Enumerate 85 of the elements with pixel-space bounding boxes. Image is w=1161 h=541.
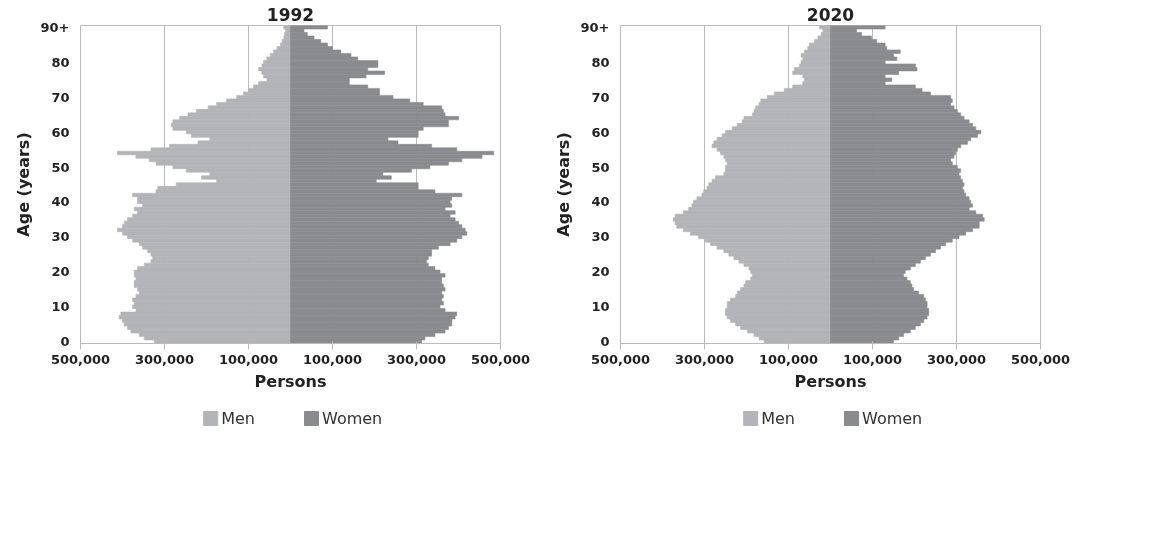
y-tick-label: 60 xyxy=(51,124,70,140)
x-tick-label: 300,000 xyxy=(674,351,735,367)
x-tick-label: 500,000 xyxy=(50,351,111,367)
bar xyxy=(830,189,965,194)
x-tick-label: 100,000 xyxy=(758,351,819,367)
legend-label: Women xyxy=(862,409,923,428)
bar xyxy=(127,325,291,330)
bar xyxy=(830,224,980,229)
x-axis-title: Persons xyxy=(794,371,867,391)
y-tick-label: 40 xyxy=(591,194,610,210)
bar xyxy=(736,290,831,295)
y-axis-title: Age (years) xyxy=(13,132,33,237)
y-tick-label: 0 xyxy=(60,334,70,350)
bar xyxy=(290,311,458,316)
bar xyxy=(830,63,916,68)
bar xyxy=(676,224,831,229)
bar xyxy=(290,175,392,180)
y-tick-label: 80 xyxy=(51,54,70,70)
legend-label: Men xyxy=(761,409,795,428)
bar xyxy=(830,56,898,61)
y-tick-label: 30 xyxy=(591,229,610,245)
x-tick-label: 100,000 xyxy=(302,351,363,367)
bar xyxy=(830,175,961,180)
legend-label: Men xyxy=(221,409,255,428)
bar xyxy=(127,217,291,222)
bar xyxy=(830,217,985,222)
bar xyxy=(290,210,456,215)
bar xyxy=(730,297,831,302)
y-tick-label: 40 xyxy=(51,194,70,210)
y-tick-label: 30 xyxy=(51,229,70,245)
x-tick-label: 500,000 xyxy=(1010,351,1071,367)
x-axis-title: Persons xyxy=(254,371,327,391)
chart-title: 1992 xyxy=(266,4,315,25)
y-tick-label: 20 xyxy=(51,264,70,280)
bar xyxy=(730,318,831,323)
y-tick-label: 50 xyxy=(51,159,70,175)
bar xyxy=(120,311,291,316)
bar xyxy=(122,318,291,323)
x-tick-label: 100,000 xyxy=(842,351,903,367)
chart-title: 2020 xyxy=(806,4,855,25)
bar xyxy=(290,290,442,295)
bar xyxy=(830,182,965,187)
bar xyxy=(715,175,831,180)
y-tick-label: 80 xyxy=(591,54,610,70)
bar xyxy=(290,70,385,75)
y-tick-label: 70 xyxy=(591,89,610,105)
bar xyxy=(290,325,449,330)
bar xyxy=(290,105,442,110)
bar xyxy=(830,119,970,124)
y-tick-label: 90+ xyxy=(40,19,70,35)
legend-label: Women xyxy=(322,409,383,428)
bar xyxy=(830,105,955,110)
x-tick-label: 300,000 xyxy=(134,351,195,367)
bar xyxy=(830,49,901,54)
bar xyxy=(290,339,422,344)
bar xyxy=(133,269,291,274)
bar xyxy=(290,276,442,281)
y-tick-label: 90+ xyxy=(580,19,610,35)
bar xyxy=(708,182,831,187)
bar xyxy=(830,140,968,145)
bar xyxy=(760,98,831,103)
bar xyxy=(809,42,831,47)
bar xyxy=(290,182,419,187)
x-tick-label: 300,000 xyxy=(926,351,987,367)
bar xyxy=(830,276,908,281)
bar xyxy=(266,56,291,61)
y-tick-label: 0 xyxy=(600,334,610,350)
bar xyxy=(290,231,468,236)
bar xyxy=(201,175,291,180)
y-tick-label: 70 xyxy=(51,89,70,105)
y-tick-label: 50 xyxy=(591,159,610,175)
x-tick-label: 100,000 xyxy=(218,351,279,367)
y-axis-title: Age (years) xyxy=(553,132,573,237)
x-tick-label: 500,000 xyxy=(470,351,531,367)
bar xyxy=(172,119,291,124)
y-tick-label: 10 xyxy=(591,299,610,315)
y-tick-label: 10 xyxy=(51,299,70,315)
x-tick-label: 500,000 xyxy=(590,351,651,367)
bar xyxy=(830,42,886,47)
y-tick-label: 60 xyxy=(591,124,610,140)
bar xyxy=(830,133,978,138)
bar xyxy=(290,203,453,208)
x-tick-label: 300,000 xyxy=(386,351,447,367)
y-tick-label: 20 xyxy=(591,264,610,280)
bar xyxy=(830,77,893,82)
